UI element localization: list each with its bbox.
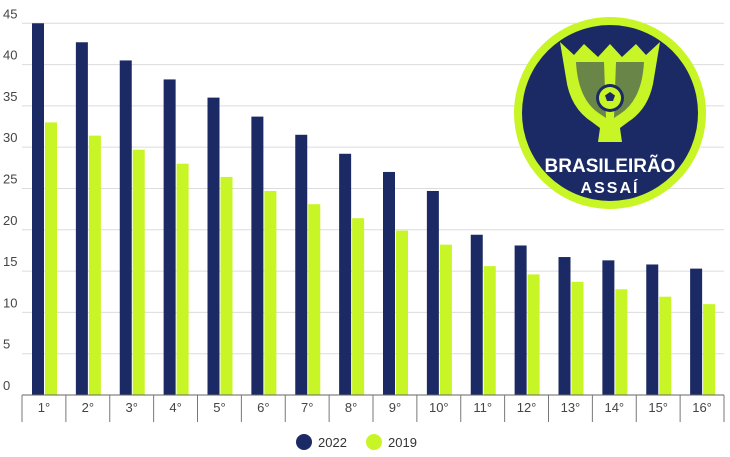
x-tick-label: 5° bbox=[213, 400, 225, 415]
y-axis-ticks: 0 5 10 15 20 25 30 35 40 45 bbox=[3, 6, 17, 393]
bar-2019 bbox=[703, 304, 716, 395]
x-axis: 1° 2° 3° 4° 5° 6° 7° 8° 9° 10° 11° 12° 13° 14° 15° 16° bbox=[21, 394, 725, 422]
bar-2022 bbox=[514, 245, 527, 395]
bars bbox=[32, 23, 716, 396]
x-tick-label: 16° bbox=[692, 400, 712, 415]
x-tick-label: 6° bbox=[257, 400, 269, 415]
bar-2022 bbox=[75, 42, 88, 396]
bar-2019 bbox=[352, 218, 365, 395]
brasileirao-assai-logo: BRASILEIRÃO ASSAÍ bbox=[514, 17, 706, 209]
bar-2019 bbox=[220, 176, 233, 395]
bar-2022 bbox=[470, 234, 483, 395]
bar-2022 bbox=[163, 79, 176, 395]
x-tick-label: 3° bbox=[125, 400, 137, 415]
bar-2019 bbox=[396, 230, 408, 395]
x-tick-label: 11° bbox=[473, 400, 492, 415]
bar-2019 bbox=[483, 266, 496, 395]
x-tick-label: 10° bbox=[429, 400, 449, 415]
x-tick-label: 14° bbox=[604, 400, 624, 415]
bar-2022 bbox=[119, 60, 132, 395]
logo-ball-icon bbox=[596, 84, 624, 112]
legend-marker-2022 bbox=[296, 434, 312, 450]
x-tick-label: 9° bbox=[389, 400, 401, 415]
x-tick-label: 12° bbox=[517, 400, 537, 415]
y-tick-label: 25 bbox=[3, 171, 17, 186]
bar-2022 bbox=[558, 257, 571, 395]
legend-label-2019: 2019 bbox=[388, 435, 417, 450]
bar-2019 bbox=[132, 149, 145, 395]
bar-2022 bbox=[32, 23, 44, 396]
bar-2022 bbox=[383, 171, 395, 395]
bar-2022 bbox=[426, 190, 439, 395]
logo-line-1: BRASILEIRÃO bbox=[545, 155, 676, 177]
bar-2022 bbox=[690, 268, 703, 395]
bar-2019 bbox=[264, 190, 277, 395]
y-tick-label: 20 bbox=[3, 213, 17, 228]
logo-line-2: ASSAÍ bbox=[581, 178, 640, 197]
legend-label-2022: 2022 bbox=[318, 435, 347, 450]
x-tick-label: 15° bbox=[648, 400, 668, 415]
x-tick-label: 7° bbox=[301, 400, 313, 415]
x-tick-label: 4° bbox=[169, 400, 181, 415]
bar-2022 bbox=[646, 264, 659, 395]
bar-2019 bbox=[88, 135, 101, 395]
bar-2022 bbox=[339, 153, 352, 395]
bar-2019 bbox=[45, 122, 57, 396]
bar-2022 bbox=[295, 134, 308, 396]
bar-2019 bbox=[176, 163, 189, 395]
bar-2019 bbox=[571, 281, 584, 395]
bar-2019 bbox=[308, 204, 321, 395]
legend-marker-2019 bbox=[366, 434, 382, 450]
bar-2019 bbox=[527, 274, 540, 395]
bar-2019 bbox=[439, 244, 452, 395]
y-tick-label: 35 bbox=[3, 89, 17, 104]
y-tick-label: 15 bbox=[3, 254, 17, 269]
bar-2022 bbox=[602, 260, 615, 395]
x-tick-label: 1° bbox=[38, 400, 50, 415]
x-tick-label: 8° bbox=[345, 400, 357, 415]
x-tick-label: 13° bbox=[561, 400, 581, 415]
y-tick-label: 40 bbox=[3, 48, 17, 63]
bar-2022 bbox=[207, 97, 220, 395]
y-tick-label: 10 bbox=[3, 295, 17, 310]
legend: 2022 2019 bbox=[296, 434, 417, 450]
bar-2019 bbox=[615, 289, 628, 395]
y-tick-label: 30 bbox=[3, 130, 17, 145]
bar-2019 bbox=[659, 296, 672, 395]
y-tick-label: 5 bbox=[3, 337, 10, 352]
bar-2022 bbox=[251, 116, 264, 395]
y-tick-label: 0 bbox=[3, 378, 10, 393]
y-tick-label: 45 bbox=[3, 6, 17, 21]
x-tick-label: 2° bbox=[82, 400, 94, 415]
